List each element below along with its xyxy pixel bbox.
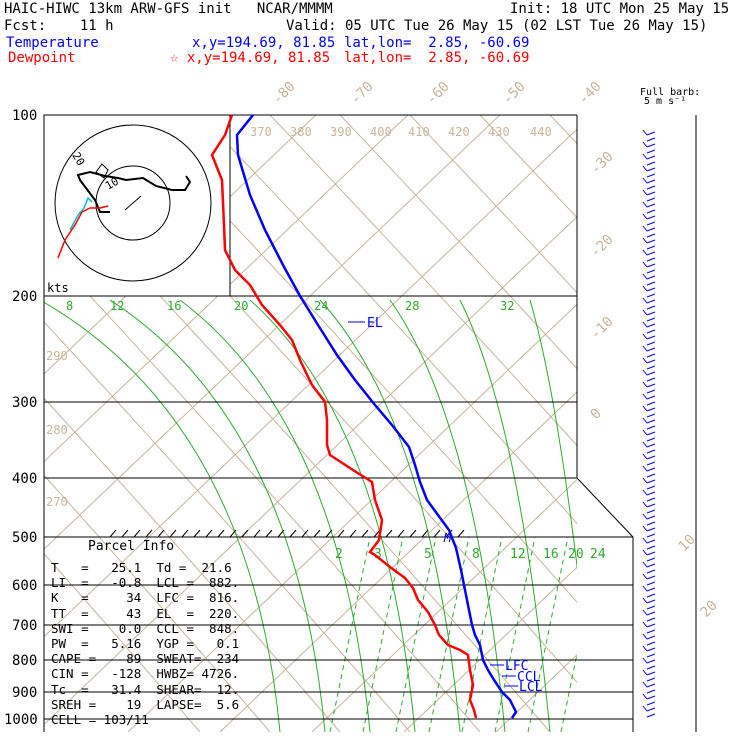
isotherm-label: -10 xyxy=(588,314,617,343)
theta-label: 370 xyxy=(250,125,272,139)
moist-adiabat-label: 16 xyxy=(167,299,181,313)
pressure-label: 100 xyxy=(12,108,37,124)
pressure-label: 200 xyxy=(12,289,37,305)
theta-label: 420 xyxy=(448,125,470,139)
mixing-ratio-label: 16 xyxy=(543,547,559,562)
temperature-xy: x,y=194.69, 81.85 xyxy=(192,35,336,51)
pressure-label: 800 xyxy=(12,653,37,669)
lcl-label: LCL xyxy=(519,680,543,695)
mixing-ratio-label: 8 xyxy=(472,547,480,562)
isotherm-label: 0 xyxy=(588,406,605,423)
lfc-label: LFC xyxy=(505,659,528,674)
parcel-info-row: CELL = 103/11 xyxy=(51,712,149,727)
isotherm-label: 20 xyxy=(698,598,721,621)
pressure-label: 600 xyxy=(12,578,37,594)
dewpoint-xy: ☆ x,y=194.69, 81.85 xyxy=(170,50,331,66)
pressure-label: 300 xyxy=(12,395,37,411)
hodograph-ring-label-inner: 10 xyxy=(103,175,121,193)
moist-adiabat-label: 8 xyxy=(66,299,73,313)
theta-label: 390 xyxy=(330,125,352,139)
parcel-info-row: TT = 43 EL = 220. xyxy=(51,605,240,621)
parcel-info-row: PW = 5.16 YGP = 0.1 xyxy=(51,636,240,651)
hodograph xyxy=(43,114,231,297)
ccl-label: CCL xyxy=(517,670,541,685)
svg-text:M: M xyxy=(443,531,452,545)
wind-barbs xyxy=(642,129,656,718)
mixing-ratio-label: 3 xyxy=(374,547,382,562)
theta-label: 380 xyxy=(290,125,312,139)
barb-key-units: 5 m s⁻¹ xyxy=(644,96,687,107)
theta-label: 430 xyxy=(488,125,510,139)
pressure-label: 900 xyxy=(12,685,37,701)
dewpoint-latlon: lat,lon= 2.85, -60.69 xyxy=(344,50,530,66)
temperature-latlon: lat,lon= 2.85, -60.69 xyxy=(344,35,530,51)
moist-adiabat-label: 12 xyxy=(110,299,124,313)
isotherm-label: -70 xyxy=(348,79,377,108)
mixing-ratio-label: 24 xyxy=(590,547,606,562)
init-time: Init: 18 UTC Mon 25 May 15 xyxy=(510,1,730,17)
theta-label: 440 xyxy=(530,125,552,139)
mixing-ratio-label: 2 xyxy=(335,547,343,562)
parcel-info-row: SREH = 19 LAPSE= 5.6 xyxy=(51,696,240,712)
temperature-legend: Temperature xyxy=(6,35,99,51)
moist-adiabat-label: 24 xyxy=(314,299,328,313)
parcel-info-row: LI = -0.8 LCL = 882. xyxy=(51,575,240,591)
pressure-label: 700 xyxy=(12,618,37,634)
isotherm-label: -40 xyxy=(576,79,605,108)
theta-side-label: 270 xyxy=(46,495,68,509)
parcel-info-row: CIN = -128 HWBZ= 4726. xyxy=(51,666,240,682)
isotherm-label: -60 xyxy=(424,79,453,108)
parcel-info-row: K = 34 LFC = 816. xyxy=(51,590,240,606)
isotherm-label: -30 xyxy=(588,149,617,178)
el-label: EL xyxy=(367,316,383,331)
temperature-profile xyxy=(235,114,518,719)
parcel-info-row: CAPE = 89 SWEAT= 234 xyxy=(51,651,240,667)
mixing-ratio-label: 12 xyxy=(510,547,526,562)
pressure-label: 500 xyxy=(12,530,37,546)
barb-key-title: Full barb: xyxy=(640,87,701,98)
mixing-ratio-label: 5 xyxy=(424,547,432,562)
moist-adiabat-label: 28 xyxy=(405,299,419,313)
moist-adiabat-label: 20 xyxy=(234,299,248,313)
parcel-info-title: Parcel Info xyxy=(88,539,175,554)
theta-label: 410 xyxy=(408,125,430,139)
product-title: HAIC-HIWC 13km ARW-GFS init NCAR/MMMM xyxy=(4,1,333,17)
isotherm-label: -80 xyxy=(270,79,299,108)
pressure-label: 400 xyxy=(12,471,37,487)
isotherm-label: -20 xyxy=(588,232,617,261)
forecast-hour: Fcst: 11 h xyxy=(4,18,114,34)
valid-time: Valid: 05 UTC Tue 26 May 15 (02 LST Tue … xyxy=(286,18,708,34)
dewpoint-profile xyxy=(210,114,478,719)
isotherm-label: 10 xyxy=(676,532,699,555)
theta-side-label: 280 xyxy=(46,423,68,437)
dewpoint-legend: Dewpoint xyxy=(8,50,76,66)
pressure-label: 1000 xyxy=(4,712,38,728)
isotherm-label: -50 xyxy=(500,79,529,108)
theta-label: 400 xyxy=(370,125,392,139)
moist-adiabat-label: 32 xyxy=(500,299,514,313)
parcel-info-row: Tc = 31.4 SHEAR= 12. xyxy=(51,681,240,697)
theta-side-label: 290 xyxy=(46,349,68,363)
parcel-info-row: T = 25.1 Td = 21.6 xyxy=(51,560,232,575)
hodograph-units: kts xyxy=(47,281,69,295)
parcel-info-row: SWI = 0.0 CCL = 848. xyxy=(51,620,240,636)
hodograph-ring-label-outer: 20 xyxy=(69,150,87,168)
mixing-ratio-label: 20 xyxy=(568,547,584,562)
